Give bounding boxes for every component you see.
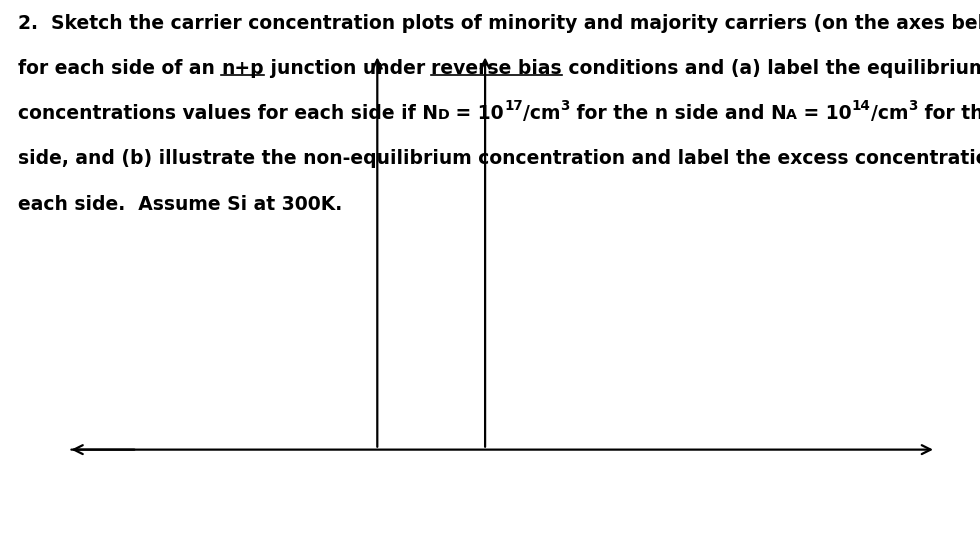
Text: each side.  Assume Si at 300K.: each side. Assume Si at 300K. [18,195,342,214]
Text: 3: 3 [908,99,917,113]
Text: for each side of an: for each side of an [18,59,221,78]
Text: reverse bias: reverse bias [431,59,562,78]
Text: 17: 17 [504,99,522,113]
Text: for the n side and N: for the n side and N [569,104,786,123]
Text: conditions and (a) label the equilibrium: conditions and (a) label the equilibrium [562,59,980,78]
Text: /cm: /cm [522,104,561,123]
Text: = 10: = 10 [450,104,504,123]
Text: junction under: junction under [264,59,431,78]
Text: /cm: /cm [870,104,908,123]
Text: 3: 3 [561,99,569,113]
Text: concentrations values for each side if N: concentrations values for each side if N [18,104,438,123]
Text: D: D [438,107,450,122]
Text: 14: 14 [852,99,870,113]
Text: side, and (b) illustrate the non-equilibrium concentration and label the excess : side, and (b) illustrate the non-equilib… [18,149,980,168]
Text: = 10: = 10 [798,104,852,123]
Text: n+p: n+p [221,59,264,78]
Text: 2.  Sketch the carrier concentration plots of minority and majority carriers (on: 2. Sketch the carrier concentration plot… [18,14,980,33]
Text: A: A [786,107,798,122]
Text: for the p: for the p [917,104,980,123]
